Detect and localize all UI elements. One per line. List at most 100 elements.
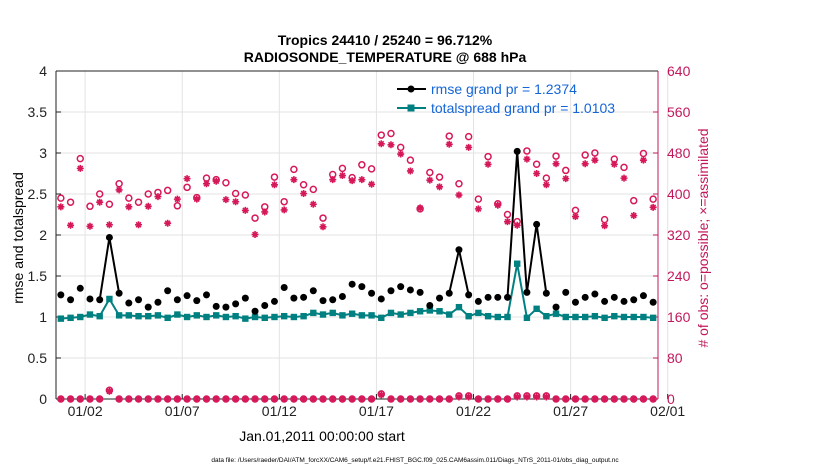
- obs-assimilated-bottom-point: [183, 395, 191, 403]
- rmse-point: [358, 283, 366, 291]
- obs-assimilated-point: [533, 170, 541, 177]
- obs-assimilated-point: [465, 143, 473, 151]
- spread-point: [154, 312, 162, 319]
- y-right-tick-label: 240: [667, 268, 691, 284]
- rmse-point: [620, 297, 628, 305]
- obs-possible-point: [290, 165, 298, 174]
- rmse-point: [193, 297, 201, 305]
- obs-assimilated-point: [542, 181, 550, 189]
- obs-assimilated-point: [639, 156, 647, 164]
- spread-point: [222, 313, 230, 321]
- legend-spread-label: totalspread grand pr = 1.0103: [431, 100, 615, 116]
- obs-possible-point: [367, 165, 376, 173]
- spread-point: [640, 313, 647, 321]
- obs-assimilated-bottom-point: [406, 395, 414, 403]
- obs-possible-point: [649, 195, 657, 203]
- obs-assimilated-bottom-point: [436, 395, 444, 403]
- obs-possible-point: [406, 156, 415, 164]
- y-left-tick-label: 2.5: [28, 186, 48, 202]
- obs-assimilated-bottom-point: [591, 395, 599, 403]
- obs-assimilated-point: [426, 176, 434, 184]
- obs-possible-point: [66, 198, 75, 206]
- rmse-point: [115, 289, 123, 297]
- rmse-point: [630, 296, 638, 304]
- rmse-point: [57, 291, 65, 299]
- obs-assimilated-bottom-point: [241, 395, 249, 403]
- rmse-point: [494, 293, 502, 301]
- obs-assimilated-point: [436, 183, 444, 191]
- rmse-point: [436, 294, 444, 302]
- obs-possible-point: [600, 215, 609, 224]
- obs-assimilated-point: [387, 141, 395, 149]
- y-right-tick-label: 400: [667, 186, 691, 202]
- obs-assimilated-bottom-point: [504, 395, 511, 403]
- rmse-point: [154, 298, 162, 306]
- x-tick-label: 01/12: [262, 403, 297, 419]
- obs-possible-point: [270, 173, 279, 181]
- obs-assimilated-point: [319, 223, 327, 231]
- spread-point: [591, 312, 599, 320]
- obs-assimilated-bottom-point: [309, 395, 317, 403]
- obs-assimilated-point: [416, 204, 424, 212]
- spread-point: [436, 308, 443, 315]
- rmse-point: [581, 293, 589, 301]
- obs-possible-point: [163, 186, 172, 195]
- y-right-tick-label: 320: [667, 227, 691, 243]
- rmse-point: [173, 296, 181, 304]
- obs-assimilated-point: [212, 177, 220, 185]
- x-tick-label: 02/01: [650, 403, 685, 419]
- spread-point: [358, 312, 366, 319]
- rmse-point: [96, 296, 104, 304]
- y-left-tick-label: 3.5: [28, 104, 48, 120]
- rmse-point: [455, 246, 463, 254]
- spread-point: [581, 313, 589, 321]
- obs-assimilated-bottom-point: [581, 395, 589, 403]
- obs-assimilated-point: [300, 189, 308, 197]
- obs-assimilated-point: [601, 222, 609, 230]
- obs-possible-point: [639, 149, 648, 158]
- obs-assimilated-point: [96, 198, 104, 206]
- obs-possible-point: [387, 129, 395, 138]
- x-tick-label: 01/27: [553, 403, 588, 419]
- spread-point: [426, 307, 434, 314]
- legend-rmse-label: rmse grand pr = 1.2374: [431, 81, 577, 97]
- obs-assimilated-bottom-point: [76, 395, 84, 403]
- obs-assimilated-bottom-point: [358, 395, 366, 403]
- obs-assimilated-bottom-point: [319, 395, 327, 403]
- obs-possible-point: [134, 198, 143, 206]
- obs-assimilated-bottom-point: [639, 395, 647, 403]
- obs-assimilated-point: [251, 230, 259, 238]
- rmse-point: [319, 297, 327, 305]
- obs-assimilated-bottom-point: [300, 395, 308, 403]
- obs-assimilated-bottom-point: [154, 395, 162, 403]
- obs-assimilated-bottom-point: [620, 395, 628, 403]
- rmse-point: [639, 292, 647, 300]
- obs-assimilated-bottom-point: [397, 395, 405, 403]
- y-axis-right-label: # of obs: o=possible; ×=assimilated: [695, 128, 711, 347]
- obs-assimilated-bottom-point: [494, 395, 502, 403]
- obs-assimilated-point: [523, 155, 531, 163]
- spread-point: [290, 313, 298, 321]
- obs-assimilated-point: [397, 150, 405, 158]
- rmse-point: [280, 283, 288, 291]
- rmse-point: [203, 291, 210, 299]
- obs-assimilated-point: [270, 181, 278, 189]
- obs-assimilated-bottom-point: [96, 395, 104, 403]
- obs-assimilated-point: [494, 201, 502, 209]
- obs-possible-point: [105, 200, 114, 208]
- obs-possible-point: [115, 180, 123, 188]
- rmse-point: [309, 287, 317, 295]
- obs-possible-point: [532, 160, 541, 169]
- spread-point: [504, 313, 511, 321]
- obs-assimilated-bottom-point: [455, 393, 463, 401]
- obs-assimilated-bottom-point: [387, 395, 395, 403]
- y-left-tick-label: 1.5: [28, 268, 48, 284]
- rmse-point: [377, 295, 385, 303]
- obs-possible-point: [435, 173, 444, 181]
- rmse-point: [348, 280, 356, 288]
- obs-possible-point: [280, 197, 288, 206]
- obs-assimilated-bottom-point: [280, 395, 288, 403]
- obs-assimilated-point: [222, 196, 230, 204]
- x-tick-label: 01/07: [165, 403, 200, 419]
